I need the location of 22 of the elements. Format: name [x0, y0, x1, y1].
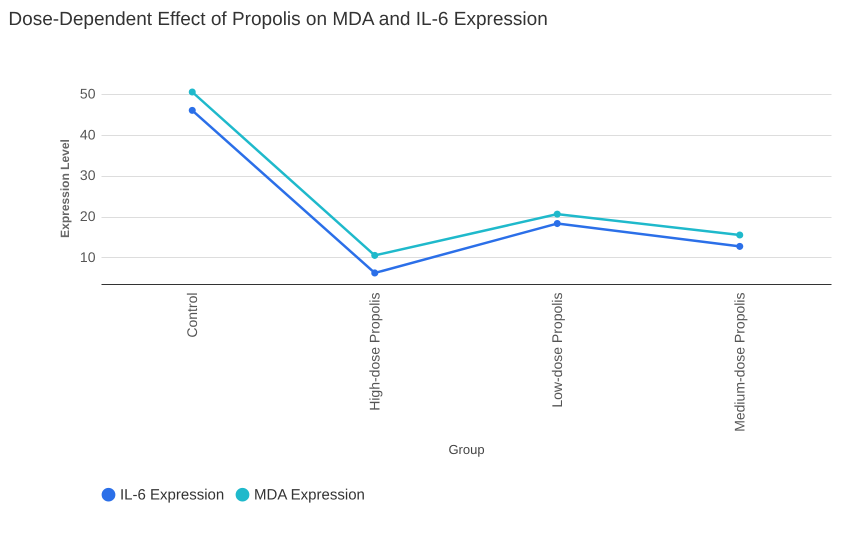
y-tick-label: 10 — [80, 248, 96, 265]
point — [371, 269, 378, 276]
x-tick-label: Medium-dose Propolis — [731, 292, 748, 432]
y-tick-label: 50 — [80, 86, 96, 102]
y-tick-label: 20 — [80, 208, 96, 224]
legend-label: MDA Expression — [254, 486, 365, 504]
point — [188, 88, 196, 96]
point — [188, 106, 196, 114]
chart-title: Dose-Dependent Effect of Propolis on MDA and IL-6 Expression — [8, 9, 548, 30]
y-axis-title: Expression Level — [58, 139, 72, 238]
y-tick-label: 40 — [80, 126, 96, 142]
point — [554, 210, 561, 218]
x-tick-label: High-dose Propolis — [366, 292, 382, 411]
x-tick-label: Control — [184, 292, 200, 338]
x-tick-label: Low-dose Propolis — [548, 292, 565, 408]
point — [736, 231, 744, 239]
x-axis-title: Group — [448, 442, 485, 457]
y-tick-label: 30 — [80, 167, 96, 184]
point — [554, 220, 561, 228]
legend-label: IL-6 Expression — [120, 486, 224, 504]
point — [371, 252, 378, 259]
point — [736, 242, 744, 250]
